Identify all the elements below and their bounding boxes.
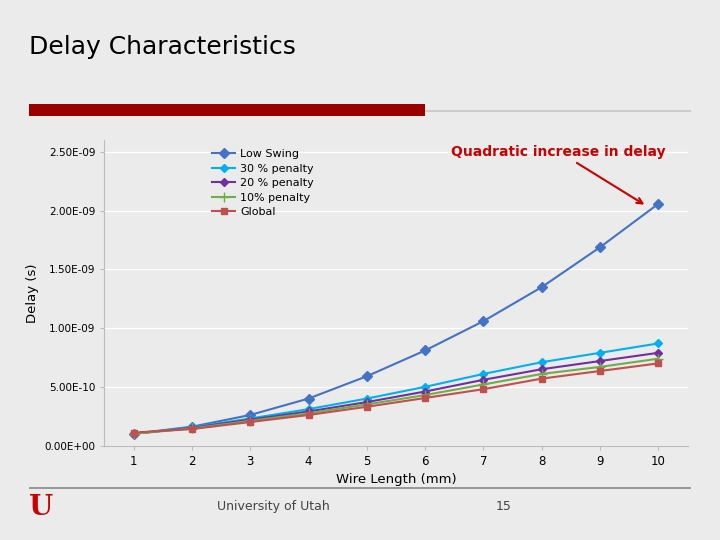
Global [596, 368, 605, 374]
10% penalty [304, 410, 312, 416]
30 % penalty [187, 424, 196, 430]
Low Swing [480, 318, 488, 325]
Line: 30 % penalty: 30 % penalty [131, 341, 661, 436]
Text: 15: 15 [496, 500, 512, 514]
Bar [29, 104, 425, 116]
X-axis label: Wire Length (mm): Wire Length (mm) [336, 473, 456, 486]
20 % penalty [654, 349, 663, 356]
Text: Delay Characteristics: Delay Characteristics [29, 35, 296, 59]
Line: 20 % penalty: 20 % penalty [131, 350, 661, 436]
Low Swing [363, 373, 372, 380]
Text: U: U [29, 494, 53, 521]
Bar [425, 110, 691, 112]
Low Swing [596, 244, 605, 251]
Bar [29, 487, 691, 489]
Line: 10% penalty: 10% penalty [129, 354, 663, 438]
Legend: Low Swing, 30 % penalty, 20 % penalty, 10% penalty, Global: Low Swing, 30 % penalty, 20 % penalty, 1… [209, 146, 318, 220]
10% penalty [538, 370, 546, 377]
30 % penalty [246, 415, 255, 422]
20 % penalty [596, 358, 605, 365]
20 % penalty [304, 408, 312, 415]
Global [304, 411, 312, 418]
Text: University of Utah: University of Utah [217, 500, 330, 514]
Global [538, 375, 546, 382]
Global [130, 429, 138, 436]
Global [421, 395, 430, 401]
Global [187, 426, 196, 433]
10% penalty [130, 430, 138, 437]
Line: Global: Global [131, 361, 661, 435]
Low Swing [246, 411, 255, 418]
Low Swing [130, 430, 138, 437]
30 % penalty [363, 395, 372, 402]
Y-axis label: Delay (s): Delay (s) [26, 263, 39, 323]
20 % penalty [363, 399, 372, 406]
Global [480, 386, 488, 393]
Global [654, 360, 663, 367]
30 % penalty [654, 340, 663, 347]
30 % penalty [480, 370, 488, 377]
10% penalty [596, 363, 605, 370]
20 % penalty [187, 424, 196, 431]
Text: Quadratic increase in delay: Quadratic increase in delay [451, 145, 666, 204]
30 % penalty [538, 359, 546, 366]
Global [363, 403, 372, 410]
Line: Low Swing: Low Swing [130, 200, 662, 437]
Low Swing [654, 200, 663, 207]
10% penalty [187, 425, 196, 431]
Low Swing [421, 347, 430, 354]
10% penalty [654, 355, 663, 362]
30 % penalty [421, 383, 430, 390]
Low Swing [538, 284, 546, 291]
10% penalty [421, 392, 430, 399]
10% penalty [363, 401, 372, 408]
10% penalty [480, 381, 488, 388]
20 % penalty [421, 388, 430, 395]
Low Swing [304, 395, 312, 402]
30 % penalty [304, 406, 312, 413]
Global [246, 419, 255, 426]
20 % penalty [130, 430, 138, 437]
20 % penalty [246, 416, 255, 423]
20 % penalty [480, 376, 488, 383]
10% penalty [246, 417, 255, 424]
20 % penalty [538, 366, 546, 373]
Low Swing [187, 423, 196, 430]
30 % penalty [596, 349, 605, 356]
30 % penalty [130, 430, 138, 437]
